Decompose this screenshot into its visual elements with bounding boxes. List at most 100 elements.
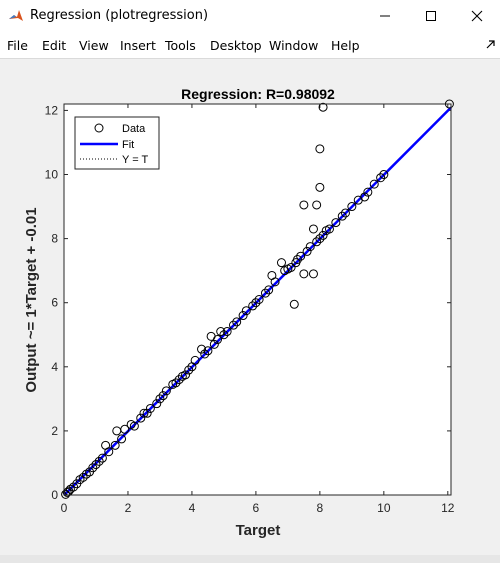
data-point [379, 170, 389, 180]
data-point [286, 262, 296, 272]
data-point [363, 187, 373, 197]
data-point [241, 306, 251, 316]
data-point [337, 211, 347, 221]
data-point [318, 230, 328, 240]
data-point [264, 285, 274, 295]
data-point [120, 424, 130, 434]
data-point [142, 408, 152, 418]
data-point [315, 144, 325, 154]
window-titlebar[interactable]: Regression (plotregression) [0, 0, 500, 33]
data-point [117, 434, 127, 444]
y-tick-label: 8 [51, 232, 58, 246]
data-point [347, 202, 357, 212]
data-point [200, 349, 210, 359]
data-point [308, 224, 318, 234]
y-tick-label: 4 [51, 360, 58, 374]
maximize-button[interactable] [408, 0, 454, 32]
x-tick-label: 6 [253, 501, 260, 515]
data-point [251, 298, 261, 308]
data-point [174, 375, 184, 385]
data-point [376, 173, 386, 183]
data-point [203, 346, 213, 356]
legend-label-yt: Y = T [122, 154, 148, 166]
data-point [197, 344, 207, 354]
dock-arrow-icon[interactable] [485, 38, 497, 50]
axes-frame [63, 103, 452, 496]
chart-legend: Data Fit Y = T [74, 116, 160, 170]
data-point [318, 102, 328, 112]
x-tick-label: 10 [377, 501, 391, 515]
data-point [324, 224, 334, 234]
data-point [61, 489, 71, 499]
data-point [62, 487, 72, 497]
matlab-logo-icon [8, 8, 24, 24]
menu-bar: File Edit View Insert Tools Desktop Wind… [0, 32, 500, 59]
y-tick-label: 6 [51, 296, 58, 310]
data-point [312, 200, 322, 210]
data-point [219, 330, 229, 340]
data-point [88, 463, 98, 473]
minimize-button[interactable] [362, 0, 408, 32]
data-point [136, 413, 146, 423]
data-point [299, 269, 309, 279]
data-point [315, 182, 325, 192]
menu-window[interactable]: Window [269, 38, 319, 53]
data-point [238, 311, 248, 321]
x-tick-label: 4 [189, 501, 196, 515]
menu-file[interactable]: File [7, 38, 28, 53]
data-point [78, 472, 88, 482]
data-point [216, 327, 226, 337]
data-point [145, 403, 155, 413]
y-tick-label: 12 [45, 103, 59, 117]
data-point [299, 200, 309, 210]
x-tick-label: 0 [61, 501, 68, 515]
data-point [209, 339, 219, 349]
minimize-icon [380, 15, 390, 17]
menu-tools[interactable]: Tools [165, 38, 196, 53]
data-point [97, 453, 107, 463]
maximize-icon [426, 11, 436, 21]
data-point [360, 192, 370, 202]
y-axis-label: Output ~= 1*Target + -0.01 [23, 207, 40, 392]
x-tick-label: 2 [125, 501, 132, 515]
chart-title: Regression: R=0.98092 [181, 86, 335, 102]
menu-insert[interactable]: Insert [120, 38, 156, 53]
legend-data-marker [94, 123, 104, 133]
data-point [94, 456, 104, 466]
data-point [248, 301, 258, 311]
data-point [171, 378, 181, 388]
menu-help[interactable]: Help [331, 38, 360, 53]
data-point [270, 277, 280, 287]
data-point [110, 440, 120, 450]
menu-edit[interactable]: Edit [42, 38, 67, 53]
y-tick-label: 0 [51, 488, 58, 502]
data-point [104, 447, 114, 457]
data-point [254, 295, 264, 304]
data-point [129, 421, 139, 431]
data-point [229, 320, 239, 330]
legend-label-fit: Fit [122, 139, 134, 151]
legend-label-data: Data [122, 123, 146, 135]
window-title: Regression (plotregression) [30, 8, 209, 23]
data-point [139, 408, 149, 418]
data-point [152, 399, 162, 409]
close-button[interactable] [454, 0, 500, 32]
menu-desktop[interactable]: Desktop [210, 38, 262, 53]
data-point [308, 269, 318, 279]
data-point [315, 234, 325, 244]
data-point [276, 258, 286, 268]
data-point [158, 391, 168, 401]
data-point [222, 327, 232, 337]
data-point [292, 254, 302, 264]
menu-view[interactable]: View [79, 38, 109, 53]
data-point [184, 365, 194, 375]
x-tick-label: 12 [441, 501, 455, 515]
close-icon [471, 10, 483, 22]
data-point [260, 288, 270, 298]
x-tick-label: 8 [317, 501, 324, 515]
y-tick-label: 10 [45, 168, 59, 182]
data-point [69, 482, 79, 492]
window-bottom-edge [0, 555, 500, 563]
data-point [289, 299, 299, 309]
x-axis-label: Target [236, 522, 281, 539]
